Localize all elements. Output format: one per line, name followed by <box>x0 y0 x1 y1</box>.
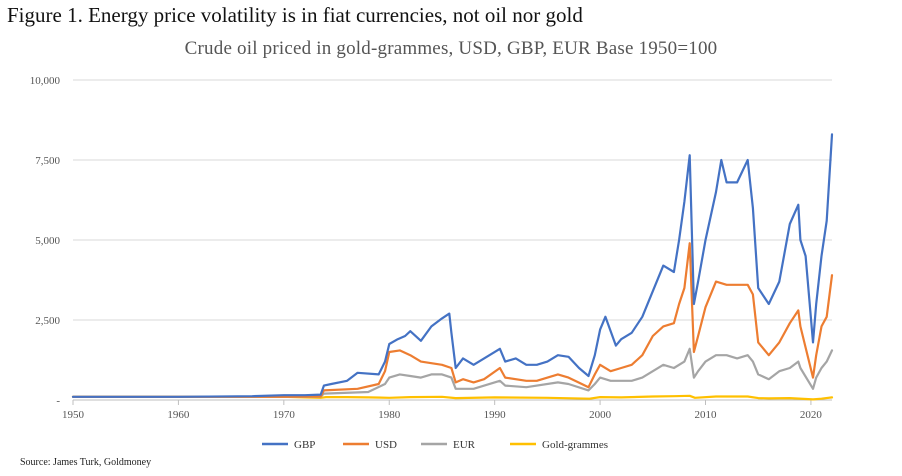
chart-title: Crude oil priced in gold-grammes, USD, G… <box>184 38 718 59</box>
x-tick-label: 2000 <box>589 409 612 421</box>
x-tick-label: 1970 <box>273 409 296 421</box>
legend: GBP USD EUR Gold-grammes <box>262 439 608 451</box>
x-tick-label: 1960 <box>167 409 190 421</box>
source-note: Source: James Turk, Goldmoney <box>20 457 152 468</box>
x-tick-label: 1950 <box>62 409 85 421</box>
y-tick-label: 7,500 <box>35 155 60 167</box>
x-tick-label: 1980 <box>378 409 401 421</box>
series-line-gold-grammes <box>71 394 834 401</box>
y-tick-label: 10,000 <box>30 75 61 87</box>
legend-label-gbp: GBP <box>294 439 315 451</box>
gridlines <box>73 79 832 321</box>
legend-label-usd: USD <box>375 439 397 451</box>
x-tick-label: 1990 <box>484 409 507 421</box>
x-axis-ticks <box>72 400 812 405</box>
figure-title: Figure 1. Energy price volatility is in … <box>7 3 583 27</box>
y-tick-label: - <box>56 395 60 407</box>
y-axis-labels: 10,000 7,500 5,000 2,500 - <box>30 75 61 407</box>
y-tick-label: 5,000 <box>35 235 60 247</box>
x-tick-label: 2020 <box>800 409 823 421</box>
x-axis-labels: 1950 1960 1970 1980 1990 2000 2010 2020 <box>62 409 822 421</box>
series-line-eur <box>71 347 834 398</box>
series-lines <box>71 133 834 401</box>
series-line-usd <box>71 242 834 398</box>
legend-label-eur: EUR <box>453 439 476 451</box>
legend-label-gold-grammes: Gold-grammes <box>542 439 608 451</box>
y-tick-label: 2,500 <box>35 315 60 327</box>
x-tick-label: 2010 <box>695 409 718 421</box>
series-line-gbp <box>71 133 834 398</box>
